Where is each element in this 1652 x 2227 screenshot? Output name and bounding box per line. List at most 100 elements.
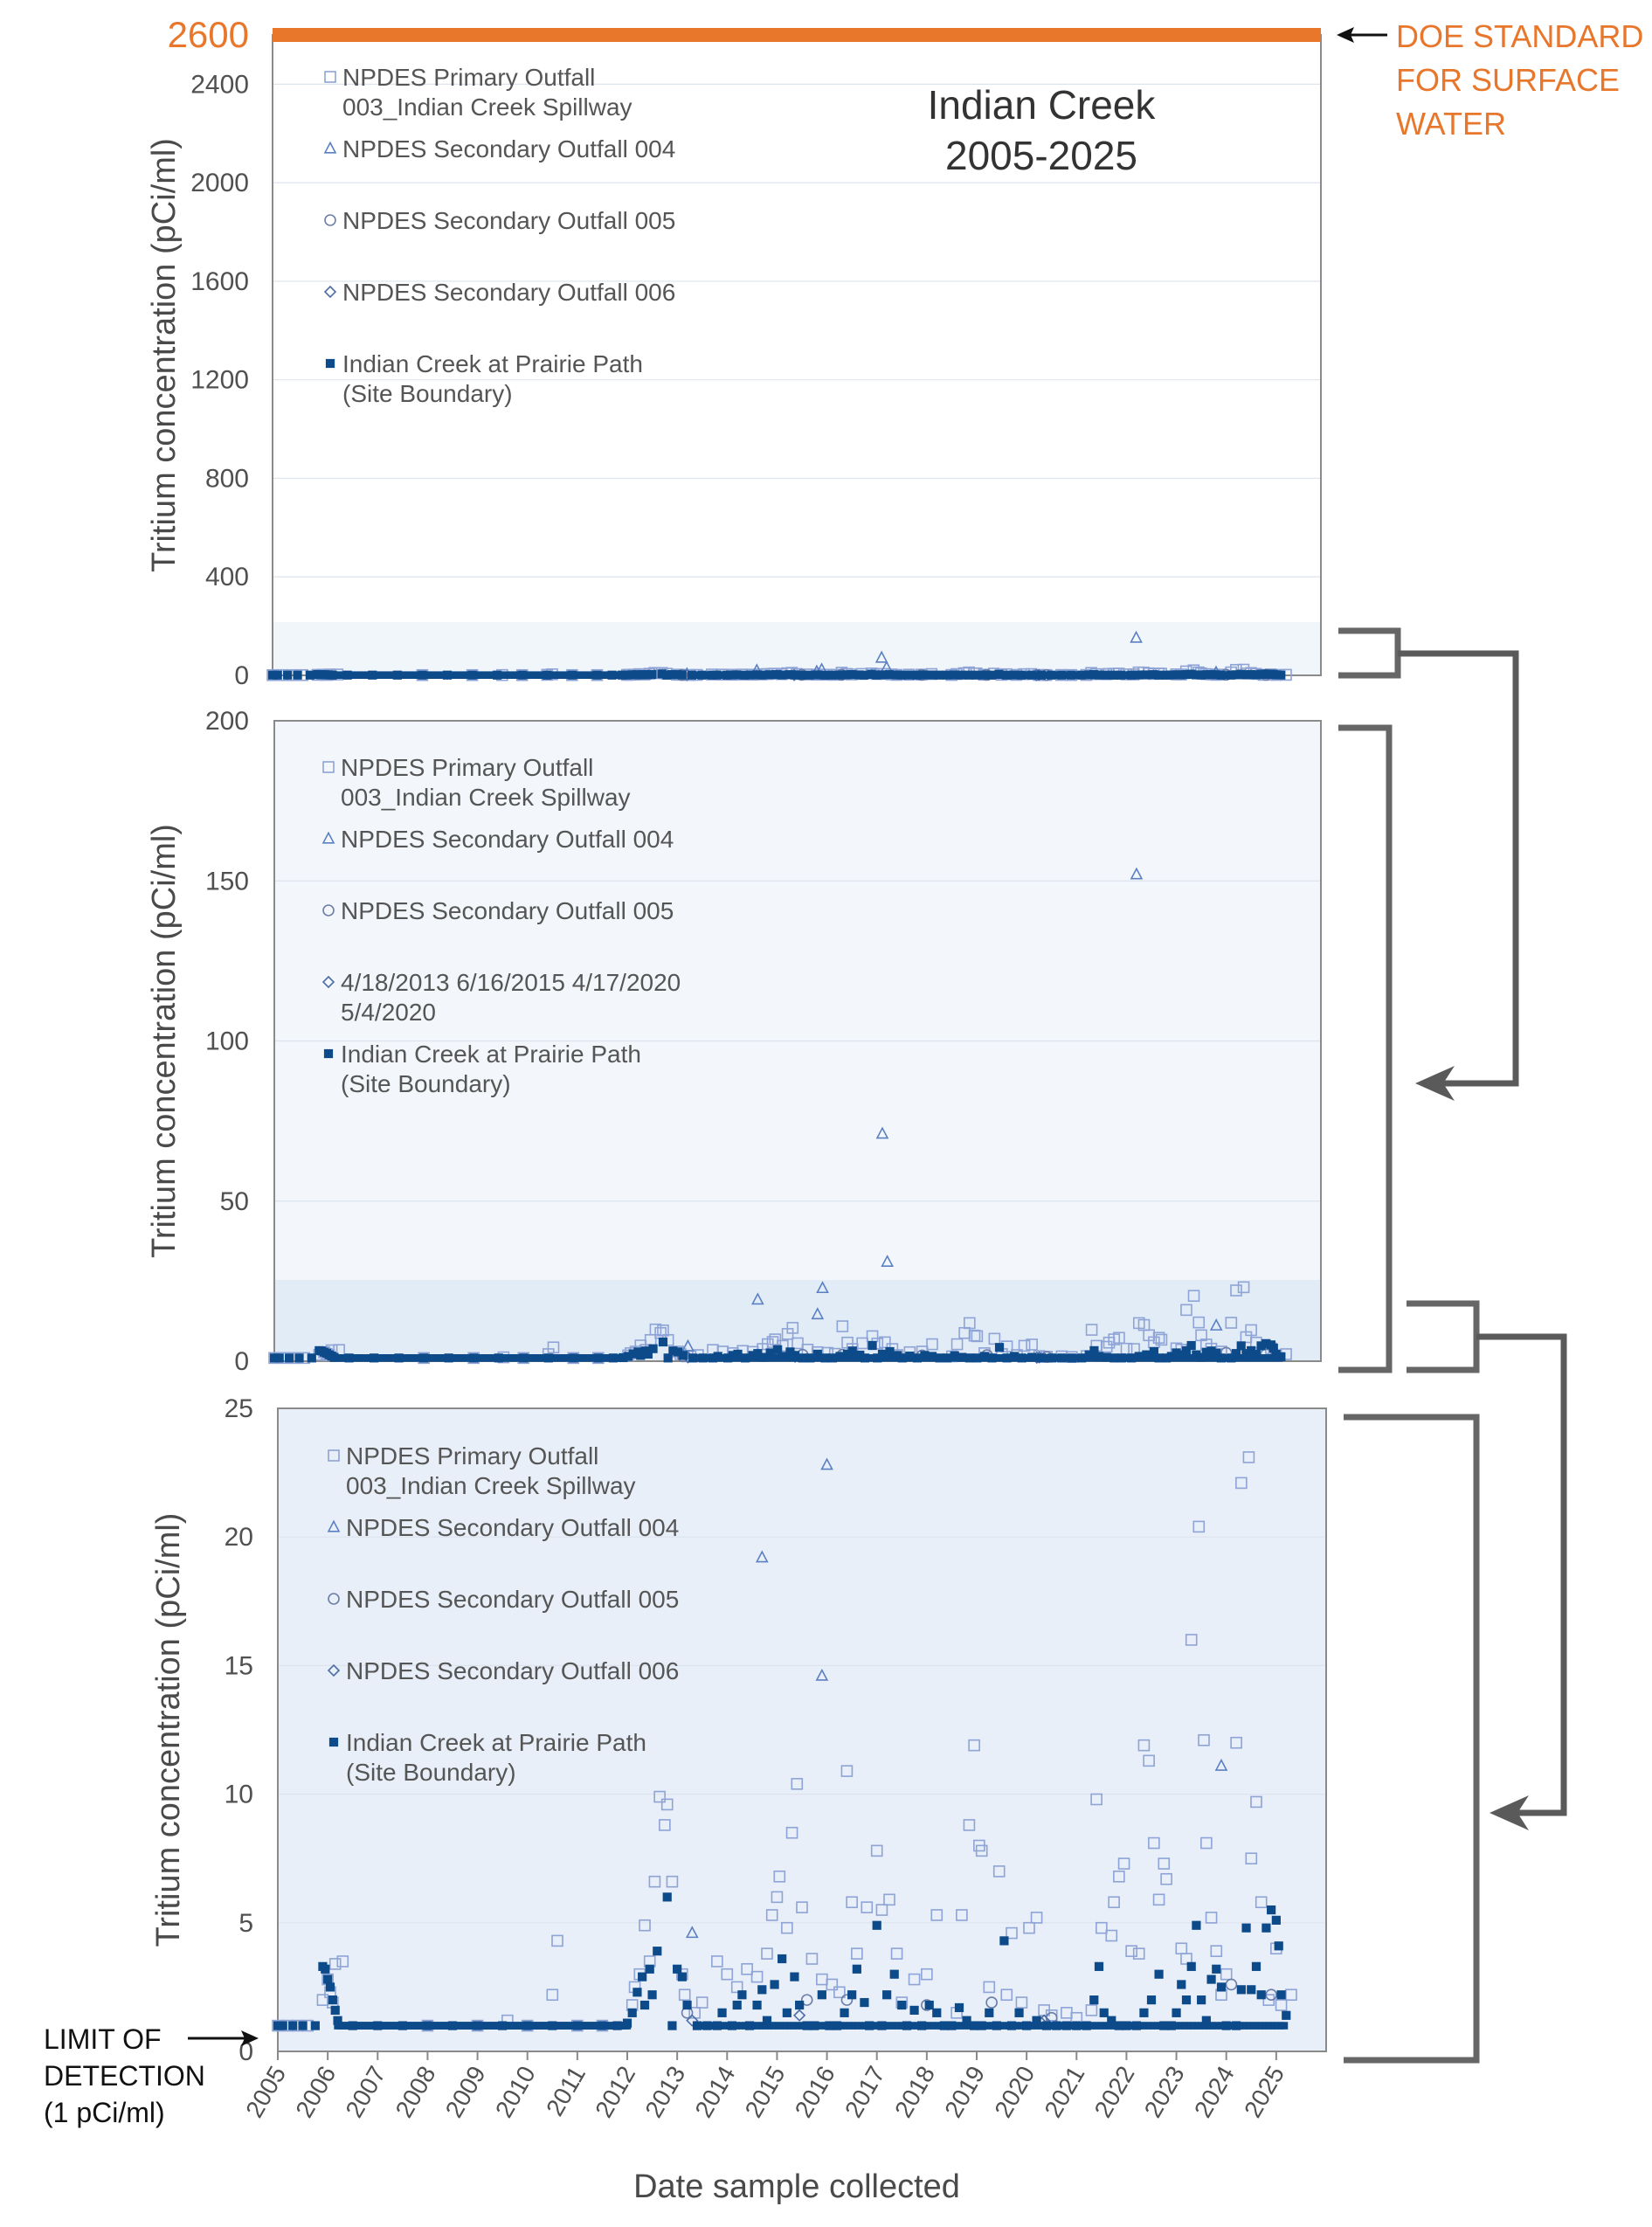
data-point-prairie <box>847 1346 857 1356</box>
panel-overview: 0 400 800 1200 1600 2000 2400 Tritium concentra… <box>146 14 1322 690</box>
data-point-prairie-baseline <box>865 2022 873 2030</box>
data-point-prairie <box>298 2021 308 2030</box>
data-point-prairie-baseline <box>1007 671 1015 679</box>
data-point-prairie <box>1271 1915 1281 1925</box>
data-point-prairie-baseline <box>1211 1354 1220 1362</box>
data-point-prairie-baseline <box>776 671 784 679</box>
data-point-prairie <box>932 2008 942 2017</box>
data-point-primary <box>840 1765 854 1777</box>
doe-line-2: FOR SURFACE <box>1396 62 1620 98</box>
y-axis-label: Tritium concentration (pCi/ml) <box>146 138 183 572</box>
data-point-primary <box>1117 1857 1130 1870</box>
data-point-prairie-baseline <box>1100 1354 1108 1362</box>
data-point-primary <box>1180 1953 1192 1965</box>
data-point-o004 <box>1130 867 1144 880</box>
data-point-prairie <box>273 2021 283 2030</box>
data-point-prairie-baseline <box>697 1354 705 1362</box>
data-point-prairie-baseline <box>1232 2022 1241 2030</box>
connector-arrowhead-2 <box>1490 1795 1529 1830</box>
data-point-primary <box>1100 1340 1113 1353</box>
data-point-primary <box>791 1778 804 1790</box>
data-point-prairie-baseline <box>744 1354 753 1362</box>
data-point-prairie-baseline <box>828 1354 837 1362</box>
data-point-prairie-baseline <box>1248 2022 1256 2030</box>
data-point-prairie <box>638 1972 647 1981</box>
legend-label-o004: NPDES Secondary Outfall 004 <box>341 826 674 853</box>
data-point-prairie-baseline <box>976 1354 985 1362</box>
data-point-prairie <box>840 2008 849 2017</box>
data-point-prairie-baseline <box>1192 2022 1200 2030</box>
data-point-primary <box>1143 1754 1155 1767</box>
data-point-prairie <box>634 670 645 680</box>
data-point-prairie <box>323 1975 333 1984</box>
data-point-prairie <box>1276 1990 1286 2000</box>
data-point-prairie-baseline <box>959 671 968 679</box>
data-point-prairie-baseline <box>764 671 772 679</box>
data-point-primary <box>1205 1912 1218 1924</box>
data-point-prairie-baseline <box>756 671 764 679</box>
legend-marker-o006 <box>321 975 335 989</box>
data-point-prairie-baseline <box>913 2022 921 2030</box>
data-point-prairie-baseline <box>827 671 836 679</box>
data-point-prairie-baseline <box>1235 671 1243 679</box>
data-point-prairie-baseline <box>717 2022 725 2030</box>
data-point-prairie-baseline <box>773 2022 781 2030</box>
x-axis: 2005 2006 2007 2008 2009 2010 2011 2012 2013 2014… <box>240 2051 1289 2122</box>
y-tick-label: 0 <box>234 661 249 690</box>
legend-label-prairie: Indian Creek at Prairie Path <box>342 350 643 377</box>
data-point-prairie-baseline <box>836 1354 845 1362</box>
data-point-prairie <box>785 1347 795 1357</box>
data-point-primary <box>336 1955 349 1968</box>
data-point-primary <box>1230 1736 1242 1749</box>
data-point-prairie <box>1212 1964 1221 1974</box>
data-point-prairie-baseline <box>1059 671 1068 679</box>
data-point-prairie-baseline <box>725 1354 733 1362</box>
data-point-prairie-baseline <box>1013 2022 1020 2030</box>
data-point-prairie-baseline <box>928 1354 937 1362</box>
data-point-prairie-baseline <box>1131 671 1139 679</box>
data-point-prairie-baseline <box>812 1354 820 1362</box>
data-point-prairie-baseline <box>1187 671 1195 679</box>
data-point-prairie-baseline <box>1199 671 1207 679</box>
x-tick-label: 2019 <box>939 2062 990 2122</box>
data-point-prairie-baseline <box>765 2022 773 2030</box>
data-point-prairie-baseline <box>1027 1354 1036 1362</box>
data-point-prairie <box>273 670 282 680</box>
data-point-prairie <box>1251 1961 1261 1971</box>
data-point-prairie-baseline <box>992 2022 1001 2030</box>
data-point-o004 <box>685 1926 699 1939</box>
data-point-prairie-baseline <box>1080 1354 1088 1362</box>
data-point-prairie-baseline <box>1251 1354 1259 1362</box>
data-point-prairie-baseline <box>1151 671 1159 679</box>
data-point-prairie-baseline <box>1172 2022 1180 2030</box>
data-point-prairie <box>757 1985 767 1995</box>
data-point-o004 <box>881 1255 895 1267</box>
data-point-prairie-baseline <box>788 671 796 679</box>
y-tick-label: 400 <box>205 563 249 591</box>
data-point-prairie-baseline <box>985 2022 992 2030</box>
data-point-prairie <box>1271 1349 1281 1359</box>
data-point-primary <box>771 1891 784 1904</box>
data-point-prairie <box>985 2008 994 2017</box>
data-point-primary <box>1250 1795 1262 1809</box>
data-point-prairie <box>667 2021 677 2030</box>
data-point-prairie <box>752 2000 762 2010</box>
data-point-prairie <box>1256 1341 1266 1351</box>
data-point-prairie-baseline <box>941 2022 949 2030</box>
data-point-prairie-baseline <box>1175 671 1183 679</box>
data-point-prairie-baseline <box>861 1354 868 1362</box>
data-point-prairie-baseline <box>1109 2022 1116 2030</box>
data-point-prairie-baseline <box>1271 671 1279 679</box>
data-point-o004 <box>875 1126 889 1139</box>
data-point-prairie <box>778 1954 787 1964</box>
zoom-band <box>274 1280 1321 1361</box>
data-point-prairie-baseline <box>732 671 740 679</box>
data-point-prairie-baseline <box>1227 671 1235 679</box>
legend-label-primary: 003_Indian Creek Spillway <box>342 93 632 121</box>
data-point-o005 <box>1265 1988 1277 2002</box>
data-point-prairie <box>1267 1905 1276 1915</box>
data-point-prairie-baseline <box>833 1354 840 1362</box>
data-point-prairie-baseline <box>1033 2022 1040 2030</box>
connector-arrowhead-1 <box>1415 1066 1455 1101</box>
data-point-prairie <box>673 1964 682 1974</box>
